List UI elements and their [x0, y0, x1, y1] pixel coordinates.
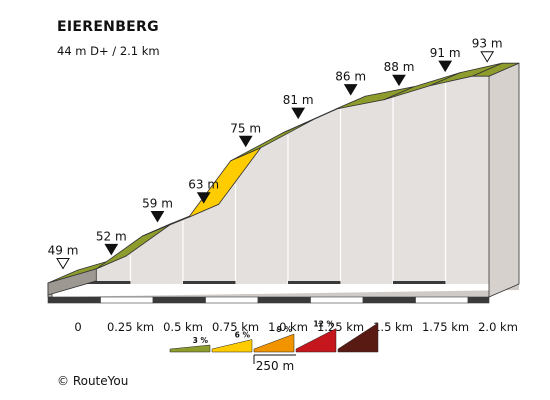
back-base-segment — [393, 281, 446, 284]
chart-subtitle: 44 m D+ / 2.1 km — [57, 44, 160, 58]
x-tick-label: 2.0 km — [478, 320, 518, 334]
elevation-label: 49 m — [48, 244, 79, 258]
base-segment — [152, 296, 206, 304]
endpoint-marker — [480, 51, 495, 63]
legend-swatch — [211, 339, 253, 353]
elevation-label: 75 m — [230, 121, 261, 135]
back-base-segment — [288, 281, 341, 284]
base-segment — [467, 296, 490, 304]
base-segment — [100, 296, 154, 304]
x-tick-label: 1.0 km — [268, 320, 308, 334]
elevation-label: 93 m — [472, 37, 503, 51]
x-tick-label: 1.75 km — [422, 320, 469, 334]
base-segment — [257, 296, 311, 304]
routeyou-credit: © RouteYou — [57, 374, 129, 388]
x-tick-label: 1.25 km — [317, 320, 364, 334]
elevation-label: 81 m — [283, 93, 314, 107]
legend-swatch — [253, 333, 295, 353]
elevation-marker — [438, 60, 453, 73]
elevation-label: 59 m — [142, 197, 173, 211]
x-tick-label: 0.25 km — [107, 320, 154, 334]
profile-back-wall — [78, 63, 519, 285]
elevation-marker — [238, 135, 253, 148]
back-base-segment — [183, 281, 236, 284]
legend-swatch — [169, 344, 211, 353]
back-base-segment — [78, 281, 131, 284]
legend-label: 9 % — [277, 325, 293, 334]
elevation-label: 86 m — [335, 70, 366, 84]
elevation-label: 91 m — [430, 46, 461, 60]
elevation-label: 63 m — [188, 178, 219, 192]
base-segment — [205, 296, 259, 304]
elevation-label: 52 m — [96, 229, 127, 243]
elevation-marker — [291, 107, 306, 120]
elevation-marker — [343, 84, 358, 96]
base-segment — [362, 296, 416, 304]
scale-bar-label: 250 m — [256, 359, 294, 373]
base-segment — [310, 296, 364, 304]
elevation-marker — [104, 243, 119, 256]
base-segment — [415, 296, 469, 304]
legend-label: 6 % — [235, 331, 251, 340]
profile-end-cap — [488, 62, 520, 298]
legend-swatch — [295, 328, 337, 353]
base-segment — [47, 296, 101, 304]
profile-start-face — [47, 268, 97, 296]
legend-swatch — [337, 322, 379, 353]
endpoint-marker — [56, 258, 70, 270]
x-tick-label: 0 — [74, 320, 81, 334]
chart-title: EIERENBERG — [57, 19, 159, 35]
elevation-marker — [392, 74, 406, 87]
elevation-marker — [150, 211, 165, 223]
x-tick-label: 1.5 km — [373, 320, 413, 334]
x-tick-label: 0.75 km — [212, 320, 259, 334]
legend-label: 3 % — [193, 336, 209, 345]
elevation-label: 88 m — [384, 60, 415, 74]
legend-label: 12 % — [313, 320, 334, 329]
elevation-marker — [196, 192, 211, 204]
x-tick-label: 0.5 km — [163, 320, 203, 334]
base-side — [48, 284, 519, 297]
